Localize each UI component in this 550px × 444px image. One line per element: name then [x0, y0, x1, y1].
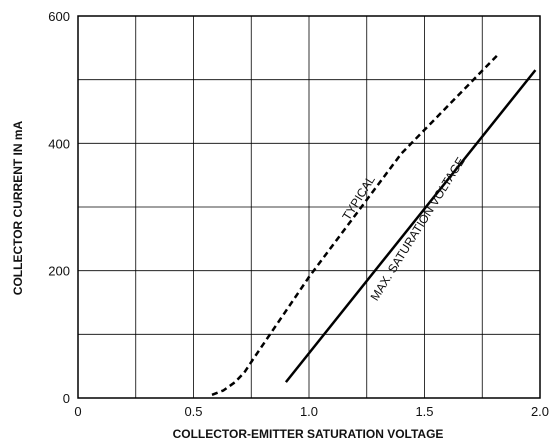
typical-curve [211, 53, 500, 396]
x-axis-title: COLLECTOR-EMITTER SATURATION VOLTAGE [173, 427, 444, 441]
grid [78, 16, 540, 398]
tick-labels: 0 0.5 1.0 1.5 2.0 0 200 400 600 [48, 9, 549, 419]
x-tick-label: 1.0 [300, 404, 318, 419]
plot-frame [77, 15, 541, 399]
x-tick-label: 0 [74, 404, 81, 419]
series-layer [211, 53, 537, 396]
typical-curve-label: TYPICAL [339, 173, 378, 223]
x-tick-label: 0.5 [184, 404, 202, 419]
x-tick-label: 1.5 [415, 404, 433, 419]
y-tick-label: 0 [63, 391, 70, 406]
max-saturation-curve [284, 69, 537, 383]
y-tick-label: 400 [48, 136, 70, 151]
max-saturation-curve-label: MAX. SATURATION VOLTAGE [368, 155, 468, 304]
y-tick-label: 600 [48, 9, 70, 24]
y-tick-label: 200 [48, 264, 70, 279]
y-axis-title: COLLECTOR CURRENT IN mA [11, 120, 25, 295]
x-tick-label: 2.0 [531, 404, 549, 419]
